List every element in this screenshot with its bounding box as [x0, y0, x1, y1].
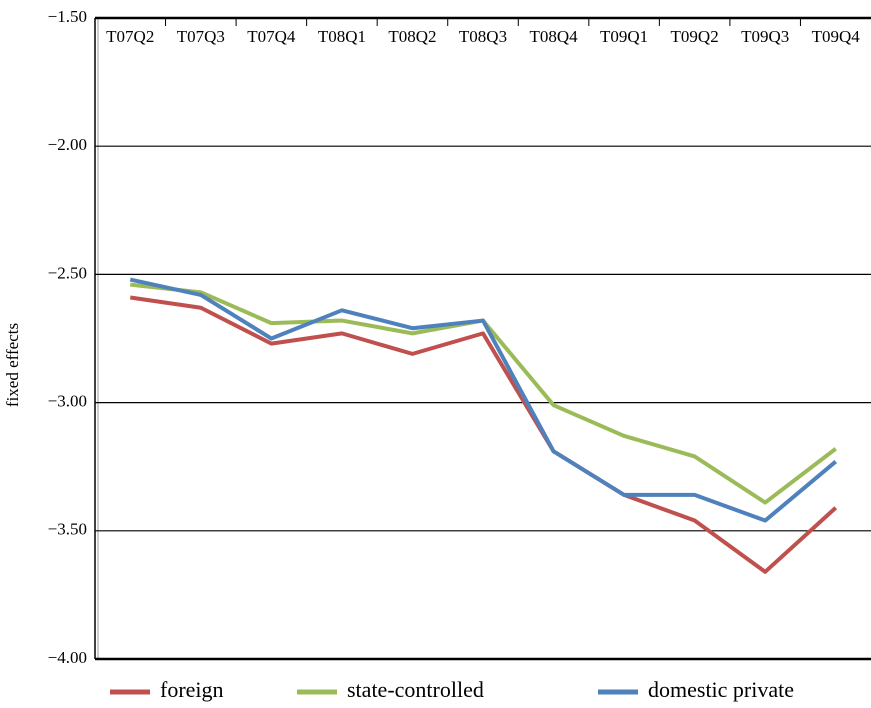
x-tick-label: T08Q4	[529, 27, 578, 46]
x-tick-label: T08Q1	[318, 27, 366, 46]
y-tick-label: −3.00	[48, 392, 87, 411]
series-line	[129, 277, 838, 523]
x-tick-label: T07Q4	[247, 27, 296, 46]
y-tick-label: −2.50	[48, 263, 87, 282]
y-tick-label: −3.50	[48, 520, 87, 539]
y-tick-label: −2.00	[48, 135, 87, 154]
y-tick-label: −1.50	[48, 7, 87, 26]
x-tick-label: T09Q4	[812, 27, 861, 46]
legend-label: foreign	[160, 677, 224, 702]
x-tick-label: T08Q3	[459, 27, 507, 46]
x-tick-label: T07Q2	[106, 27, 154, 46]
y-axis-label: fixed effects	[3, 323, 22, 407]
x-tick-label: T09Q2	[671, 27, 719, 46]
x-tick-label: T09Q1	[600, 27, 648, 46]
x-tick-label: T07Q3	[177, 27, 225, 46]
x-tick-label: T08Q2	[388, 27, 436, 46]
legend-label: state-controlled	[347, 677, 484, 702]
legend-label: domestic private	[648, 677, 794, 702]
y-tick-label: −4.00	[48, 648, 87, 667]
x-tick-label: T09Q3	[741, 27, 789, 46]
series-line	[129, 295, 838, 574]
